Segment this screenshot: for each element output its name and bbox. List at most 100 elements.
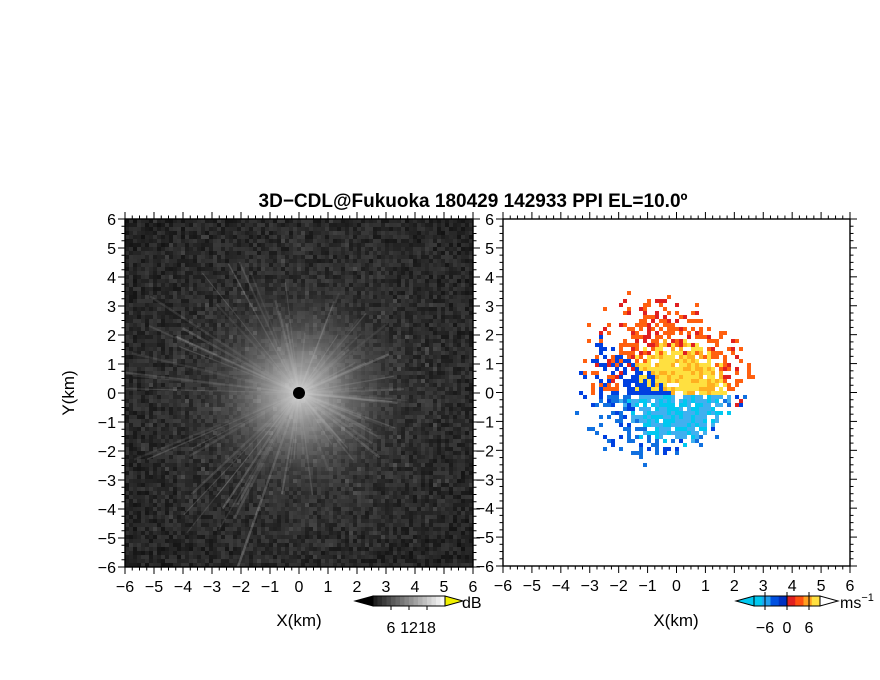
reflectivity-cell [165, 227, 169, 231]
reflectivity-cell [457, 223, 461, 227]
reflectivity-cell [261, 227, 265, 231]
reflectivity-cell [469, 331, 473, 335]
reflectivity-cell [421, 339, 425, 343]
reflectivity-cell [337, 243, 341, 247]
reflectivity-cell [429, 267, 433, 271]
reflectivity-cell [469, 347, 473, 351]
reflectivity-cell [137, 303, 141, 307]
reflectivity-cell [417, 363, 421, 367]
reflectivity-cell [293, 231, 297, 235]
reflectivity-cell [133, 351, 137, 355]
reflectivity-cell [349, 239, 353, 243]
reflectivity-cell [161, 379, 165, 383]
reflectivity-cell [341, 251, 345, 255]
reflectivity-cell [373, 267, 377, 271]
reflectivity-cell [373, 243, 377, 247]
reflectivity-cell [157, 231, 161, 235]
reflectivity-cell [189, 271, 193, 275]
reflectivity-cell [161, 371, 165, 375]
reflectivity-cell [149, 427, 153, 431]
reflectivity-cell [465, 239, 469, 243]
reflectivity-cell [173, 251, 177, 255]
reflectivity-cell [369, 283, 373, 287]
reflectivity-cell [461, 387, 465, 391]
reflectivity-cell [333, 267, 337, 271]
reflectivity-cell [265, 231, 269, 235]
reflectivity-cell [333, 235, 337, 239]
reflectivity-cell [453, 247, 457, 251]
reflectivity-cell [413, 303, 417, 307]
reflectivity-cell [445, 343, 449, 347]
reflectivity-cell [181, 287, 185, 291]
reflectivity-cell [197, 239, 201, 243]
reflectivity-cell [413, 307, 417, 311]
reflectivity-cell [329, 227, 333, 231]
reflectivity-cell [449, 275, 453, 279]
reflectivity-cell [133, 251, 137, 255]
reflectivity-cell [125, 363, 129, 367]
reflectivity-cell [273, 247, 277, 251]
reflectivity-cell [465, 419, 469, 423]
reflectivity-cell [281, 271, 285, 275]
reflectivity-cell [421, 399, 425, 403]
reflectivity-cell [269, 243, 273, 247]
reflectivity-cell [445, 271, 449, 275]
reflectivity-cell [165, 239, 169, 243]
reflectivity-cell [341, 275, 345, 279]
reflectivity-cell [165, 343, 169, 347]
reflectivity-cell [141, 307, 145, 311]
reflectivity-cell [457, 407, 461, 411]
reflectivity-cell [177, 387, 181, 391]
reflectivity-cell [461, 403, 465, 407]
reflectivity-cell [189, 239, 193, 243]
reflectivity-cell [213, 227, 217, 231]
reflectivity-cell [173, 275, 177, 279]
reflectivity-cell [405, 335, 409, 339]
reflectivity-cell [229, 287, 233, 291]
reflectivity-cell [149, 299, 153, 303]
reflectivity-cell [305, 251, 309, 255]
reflectivity-cell [169, 299, 173, 303]
reflectivity-cell [429, 351, 433, 355]
reflectivity-cell [405, 291, 409, 295]
reflectivity-cell [465, 279, 469, 283]
reflectivity-cell [325, 271, 329, 275]
reflectivity-cell [125, 219, 129, 223]
reflectivity-cell [133, 423, 137, 427]
reflectivity-cell [325, 223, 329, 227]
reflectivity-cell [365, 259, 369, 263]
reflectivity-cell [145, 391, 149, 395]
reflectivity-cell [353, 259, 357, 263]
reflectivity-cell [377, 267, 381, 271]
reflectivity-cell [169, 359, 173, 363]
reflectivity-cell [425, 395, 429, 399]
reflectivity-cell [469, 427, 473, 431]
reflectivity-cell [253, 259, 257, 263]
reflectivity-cell [169, 379, 173, 383]
reflectivity-cell [465, 399, 469, 403]
reflectivity-cell [177, 219, 181, 223]
reflectivity-cell [129, 387, 133, 391]
reflectivity-cell [353, 231, 357, 235]
reflectivity-cell [133, 267, 137, 271]
reflectivity-cell [153, 267, 157, 271]
reflectivity-cell [397, 311, 401, 315]
reflectivity-cell [349, 271, 353, 275]
reflectivity-cell [213, 235, 217, 239]
reflectivity-cell [225, 279, 229, 283]
reflectivity-cell [425, 339, 429, 343]
reflectivity-cell [325, 239, 329, 243]
reflectivity-cell [393, 251, 397, 255]
reflectivity-cell [425, 371, 429, 375]
reflectivity-cell [385, 299, 389, 303]
reflectivity-cell [221, 271, 225, 275]
reflectivity-cell [425, 367, 429, 371]
reflectivity-cell [417, 371, 421, 375]
reflectivity-cell [453, 303, 457, 307]
reflectivity-cell [157, 439, 161, 443]
reflectivity-cell [201, 263, 205, 267]
reflectivity-cell [449, 227, 453, 231]
reflectivity-cell [453, 375, 457, 379]
reflectivity-cell [353, 283, 357, 287]
reflectivity-cell [445, 347, 449, 351]
